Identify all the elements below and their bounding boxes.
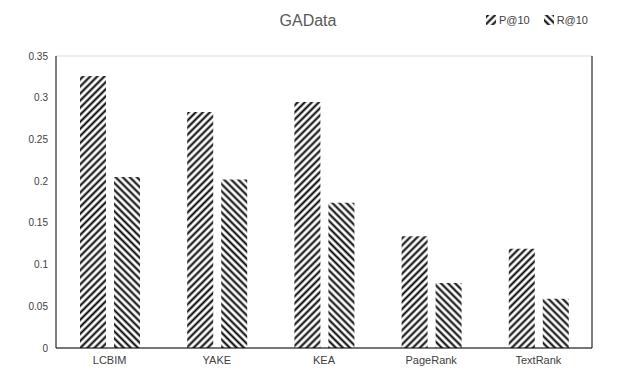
svg-text:0.25: 0.25	[29, 134, 49, 145]
svg-text:0.3: 0.3	[34, 92, 48, 103]
svg-text:KEA: KEA	[313, 354, 336, 366]
svg-text:0.15: 0.15	[29, 217, 49, 228]
svg-text:PageRank: PageRank	[406, 354, 458, 366]
svg-text:YAKE: YAKE	[203, 354, 232, 366]
svg-text:0: 0	[42, 343, 48, 354]
svg-text:0.2: 0.2	[34, 176, 48, 187]
svg-text:0.35: 0.35	[29, 51, 49, 62]
svg-text:0.05: 0.05	[29, 301, 49, 312]
svg-text:TextRank: TextRank	[515, 354, 561, 366]
svg-text:LCBIM: LCBIM	[93, 354, 127, 366]
html-text:R@10: R@10	[556, 14, 588, 26]
svg-text:0.1: 0.1	[34, 259, 48, 270]
html-text:GAData: GAData	[279, 12, 337, 29]
html-text:P@10: P@10	[498, 14, 530, 26]
